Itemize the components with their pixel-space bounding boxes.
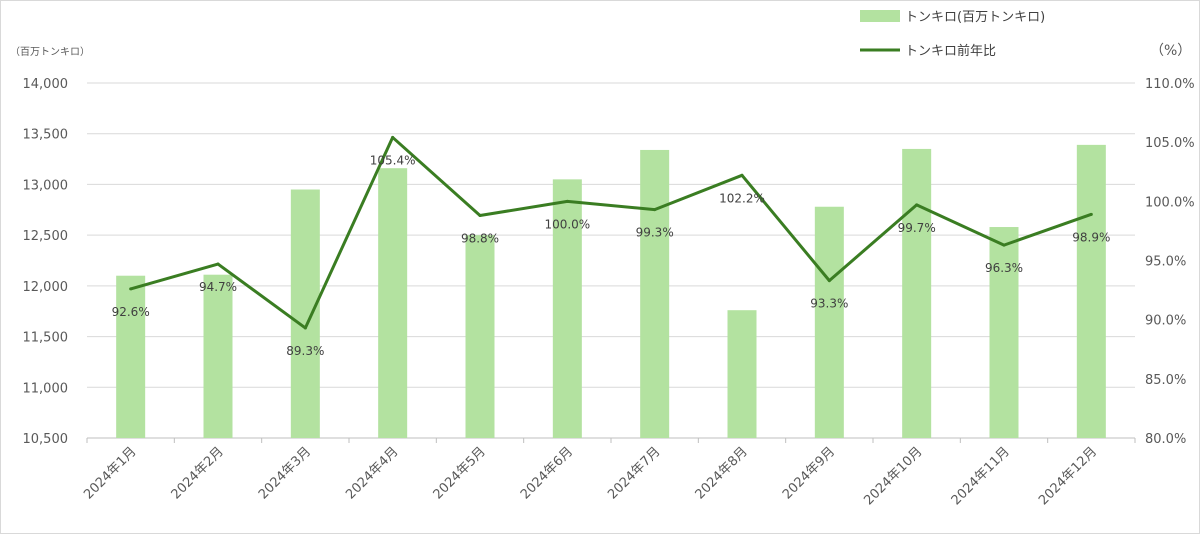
x-tick-label: 2024年12月 [1036,444,1100,508]
x-tick-label: 2024年7月 [605,444,663,502]
right-axis-unit: （%） [1150,43,1191,59]
legend-swatch-bar [860,10,900,22]
line-point [216,262,220,266]
line-point [129,287,133,291]
legend: トンキロ(百万トンキロ) トンキロ前年比 [860,10,1045,59]
line-point [827,279,831,283]
left-axis: 10,500 11,000 11,500 12,000 12,500 13,000 13,5… [23,77,69,447]
gridlines [87,82,1135,439]
x-tick-label: 2024年11月 [949,444,1013,508]
line-point [565,199,569,203]
y-left-tick-label: 11,500 [23,331,69,346]
data-label: 98.9% [1072,230,1110,244]
legend-label-bar: トンキロ(百万トンキロ) [905,10,1045,25]
data-label: 105.4% [370,153,416,167]
line-point [740,173,744,177]
x-tick-label: 2024年6月 [518,444,576,502]
y-left-tick-label: 14,000 [23,77,69,92]
bar [203,274,233,438]
y-left-tick-label: 10,500 [23,432,69,447]
y-right-tick-label: 110.0% [1145,77,1195,92]
line-point [391,135,395,139]
right-axis: 80.0% 85.0% 90.0% 95.0% 100.0% 105.0% 110.0% [1145,77,1195,447]
x-tick-label: 2024年8月 [693,444,751,502]
bar [290,189,320,438]
bar-series [116,144,1106,438]
y-right-tick-label: 105.0% [1145,136,1195,151]
y-right-tick-label: 95.0% [1145,255,1186,270]
x-tick-label: 2024年4月 [343,444,401,502]
y-right-tick-label: 85.0% [1145,373,1186,388]
bar [727,310,757,438]
line-point [915,203,919,207]
data-label: 93.3% [810,297,848,311]
data-label: 94.7% [199,280,237,294]
data-label: 98.8% [461,232,499,246]
data-label: 89.3% [286,344,324,358]
y-left-tick-label: 12,000 [23,280,69,295]
bar [902,148,932,438]
bar [989,227,1019,438]
line-point [1002,243,1006,247]
legend-label-line: トンキロ前年比 [905,43,996,59]
bar [1076,144,1106,438]
bar [640,149,670,438]
x-tick-label: 2024年1月 [81,444,139,502]
bar [116,275,146,438]
x-tick-label: 2024年9月 [780,444,838,502]
data-label: 100.0% [544,217,590,231]
y-left-tick-label: 11,000 [23,381,69,396]
y-right-tick-label: 90.0% [1145,314,1186,329]
y-left-tick-label: 12,500 [23,229,69,244]
data-label: 99.7% [898,221,936,235]
x-tick-label: 2024年2月 [169,444,227,502]
line-point [1089,212,1093,216]
line-point [653,208,657,212]
y-left-tick-label: 13,500 [23,128,69,143]
data-label: 92.6% [112,305,150,319]
line-path [130,135,1092,330]
x-axis: 2024年1月 2024年2月 2024年3月 2024年4月 2024年5月 2024年… [81,438,1136,508]
x-tick-label: 2024年5月 [431,444,489,502]
data-label: 99.3% [636,226,674,240]
x-tick-label: 2024年3月 [256,444,314,502]
data-label: 96.3% [985,261,1023,275]
bar [814,206,844,438]
y-right-tick-label: 80.0% [1145,432,1186,447]
y-left-tick-label: 13,000 [23,178,69,193]
left-axis-unit: （百万トンキロ） [10,46,90,58]
bar [465,235,495,438]
data-labels: 92.6% 94.7% 89.3% 105.4% 98.8% 100.0% 99.3% 102… [112,153,1111,358]
data-label: 102.2% [719,191,765,205]
line-point [303,326,307,330]
line-series [129,135,1093,330]
bar [378,168,408,438]
bar [552,179,582,438]
y-right-tick-label: 100.0% [1145,195,1195,210]
x-tick-label: 2024年10月 [861,444,925,508]
line-point [478,214,482,218]
